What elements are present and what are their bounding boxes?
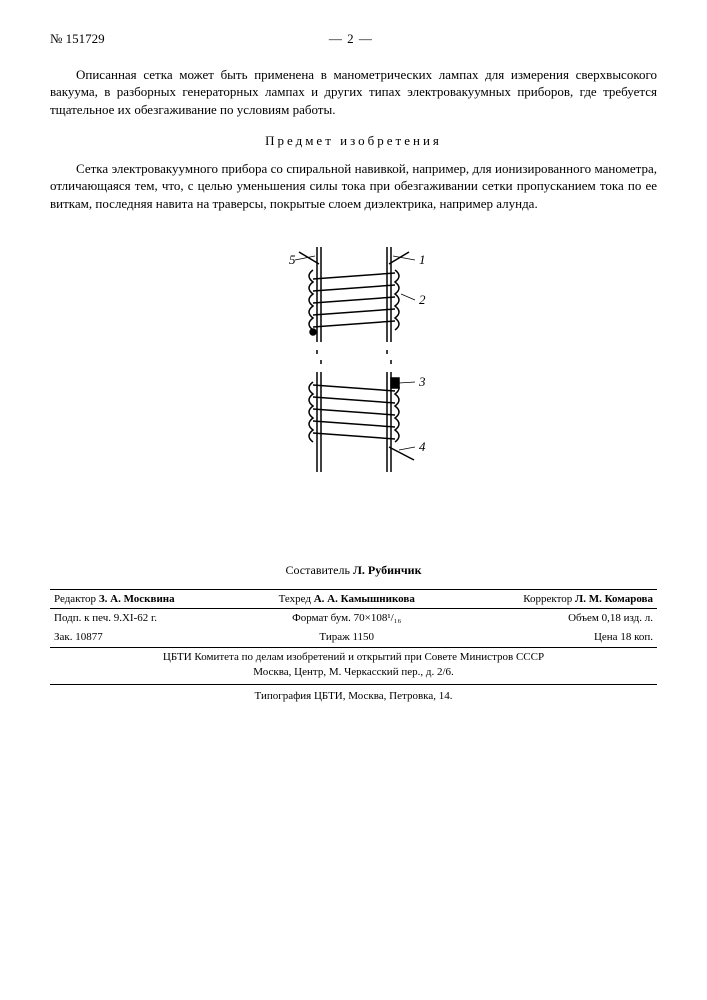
tech-label: Техред — [279, 593, 311, 605]
credits-row: Составитель Л. Рубинчик — [50, 562, 657, 578]
paper-format: Формат бум. 70×108¹/₁₆ — [240, 609, 453, 628]
corrector-name: Л. М. Комарова — [575, 593, 653, 605]
svg-text:4: 4 — [419, 439, 426, 454]
committee-line2: Москва, Центр, М. Черкасский пер., д. 2/… — [54, 665, 653, 680]
doc-number: № 151729 — [50, 30, 105, 48]
corrector-label: Корректор — [523, 593, 572, 605]
editor-name: З. А. Москвина — [99, 593, 175, 605]
corrector-cell: Корректор Л. М. Комарова — [453, 589, 657, 609]
compiler-label: Составитель — [285, 563, 349, 577]
technical-figure: 1 2 3 4 5 — [264, 242, 444, 482]
page-number: — 2 — — [329, 30, 373, 48]
svg-text:3: 3 — [418, 374, 426, 389]
paragraph-1: Описанная сетка может быть применена в м… — [50, 66, 657, 119]
volume: Объем 0,18 изд. л. — [453, 609, 657, 628]
price: Цена 18 коп. — [453, 628, 657, 647]
order-number: Зак. 10877 — [50, 628, 240, 647]
figure-container: 1 2 3 4 5 — [50, 242, 657, 482]
section-title: Предмет изобретения — [50, 132, 657, 150]
svg-text:2: 2 — [419, 292, 426, 307]
committee-line1: ЦБТИ Комитета по делам изобретений и отк… — [54, 650, 653, 665]
header-row: № 151729 — 2 — — [50, 30, 657, 48]
editor-cell: Редактор З. А. Москвина — [50, 589, 240, 609]
circulation: Тираж 1150 — [240, 628, 453, 647]
compiler-name: Л. Рубинчик — [353, 563, 422, 577]
typography-line: Типография ЦБТИ, Москва, Петровка, 14. — [50, 684, 657, 704]
meta-table: Редактор З. А. Москвина Техред А. А. Кам… — [50, 589, 657, 682]
editor-label: Редактор — [54, 593, 96, 605]
svg-text:1: 1 — [419, 252, 426, 267]
committee-block: ЦБТИ Комитета по делам изобретений и отк… — [50, 648, 657, 682]
tech-name: А. А. Камышникова — [314, 593, 415, 605]
paragraph-2: Сетка электровакуумного прибора со спира… — [50, 160, 657, 213]
tech-cell: Техред А. А. Камышникова — [240, 589, 453, 609]
svg-text:5: 5 — [289, 252, 296, 267]
print-date: Подп. к печ. 9.XI-62 г. — [50, 609, 240, 628]
